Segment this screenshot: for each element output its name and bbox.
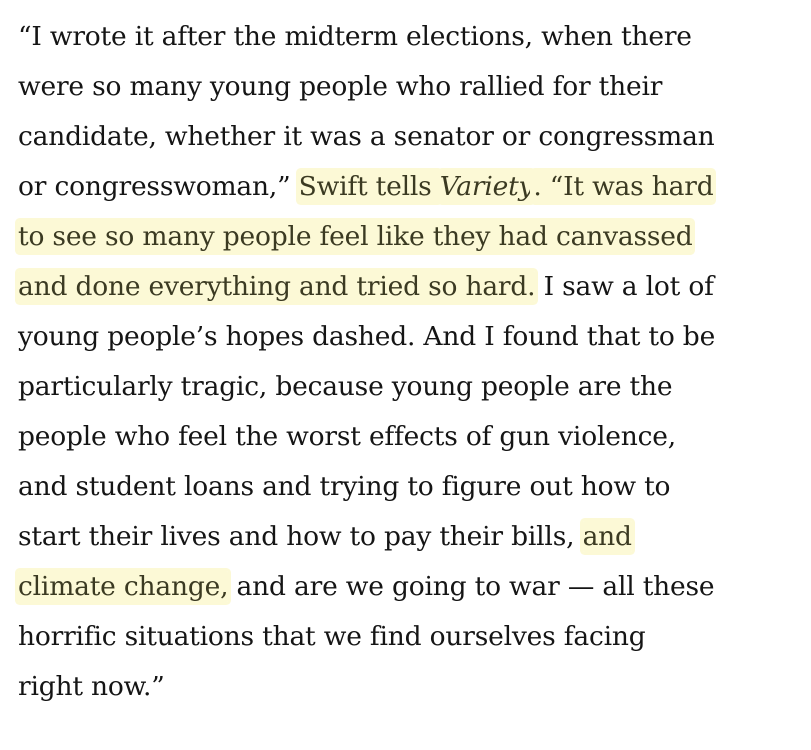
text-segment: people who feel the worst effects of gun… xyxy=(18,421,676,452)
text-line: or congresswoman,” Swift tells Variety. … xyxy=(18,162,808,212)
text-line: people who feel the worst effects of gun… xyxy=(18,412,808,462)
text-line: right now.” xyxy=(18,662,808,712)
text-segment: start their lives and how to pay their b… xyxy=(18,521,583,552)
highlighted-text: Variety xyxy=(439,171,534,202)
text-segment: and student loans and trying to figure o… xyxy=(18,471,671,502)
highlighted-text: and done everything and tried so hard. xyxy=(18,271,536,302)
text-line: and student loans and trying to figure o… xyxy=(18,462,808,512)
text-line: horrific situations that we find ourselv… xyxy=(18,612,808,662)
text-line: “I wrote it after the midterm elections,… xyxy=(18,12,808,62)
text-segment: young people’s hopes dashed. And I found… xyxy=(18,321,716,352)
highlighted-text: to see so many people feel like they had… xyxy=(18,221,693,252)
text-segment: were so many young people who rallied fo… xyxy=(18,71,663,102)
highlighted-text: climate change, xyxy=(18,571,229,602)
text-segment: and are we going to war — all these xyxy=(228,571,715,602)
text-segment: I saw a lot of xyxy=(535,271,714,302)
text-line: young people’s hopes dashed. And I found… xyxy=(18,312,808,362)
text-line: candidate, whether it was a senator or c… xyxy=(18,112,808,162)
text-line: climate change, and are we going to war … xyxy=(18,562,808,612)
highlighted-text: Swift tells xyxy=(298,171,440,202)
text-line: and done everything and tried so hard. I… xyxy=(18,262,808,312)
article-quote: “I wrote it after the midterm elections,… xyxy=(18,12,808,712)
text-line: to see so many people feel like they had… xyxy=(18,212,808,262)
text-line: start their lives and how to pay their b… xyxy=(18,512,808,562)
text-segment: or congresswoman,” xyxy=(18,171,299,202)
text-segment: “I wrote it after the midterm elections,… xyxy=(18,21,692,52)
text-line: particularly tragic, because young peopl… xyxy=(18,362,808,412)
text-segment: horrific situations that we find ourselv… xyxy=(18,621,646,652)
text-segment: particularly tragic, because young peopl… xyxy=(18,371,673,402)
text-segment: right now.” xyxy=(18,671,165,702)
highlighted-text: . “It was hard xyxy=(533,171,714,202)
text-segment: candidate, whether it was a senator or c… xyxy=(18,121,715,152)
highlighted-text: and xyxy=(582,521,632,552)
text-line: were so many young people who rallied fo… xyxy=(18,62,808,112)
